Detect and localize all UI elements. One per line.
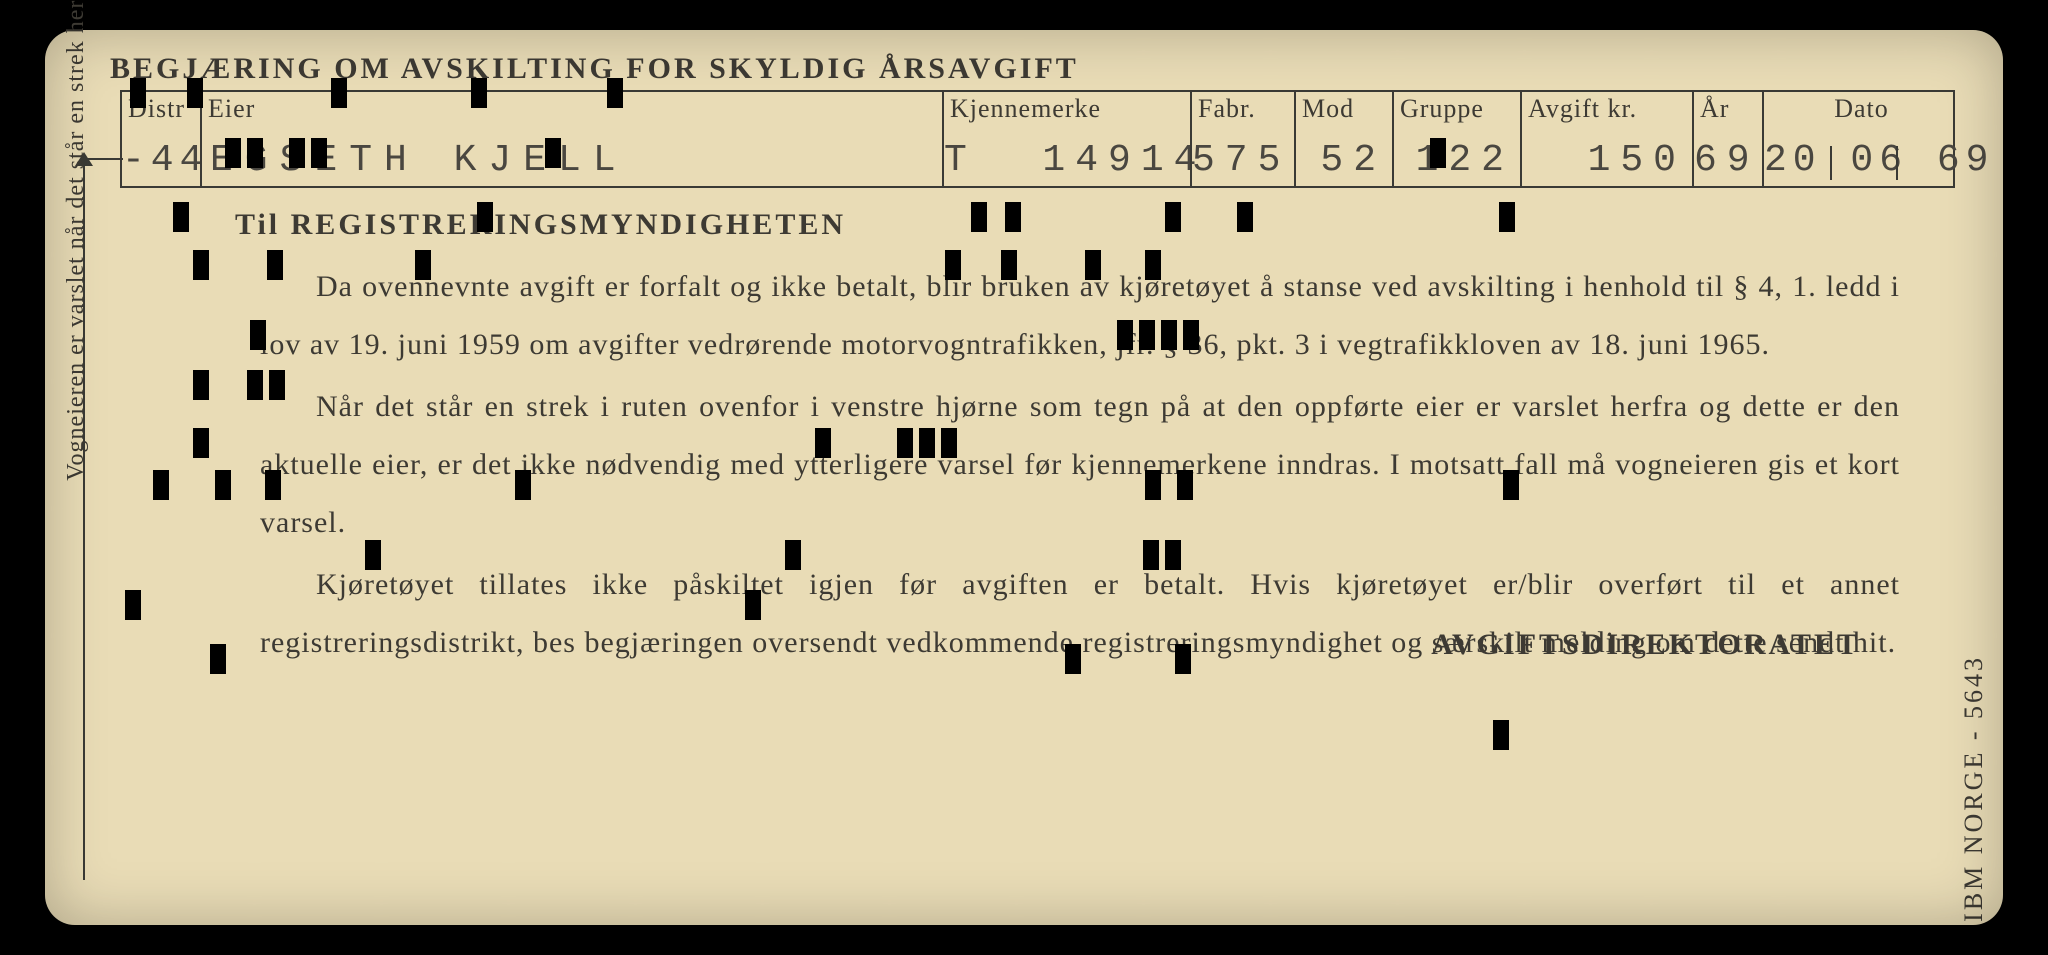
col-gruppe: Gruppe 122 [1392,92,1520,186]
val-gruppe: 122 [1394,139,1514,182]
hdr-gruppe: Gruppe [1400,94,1516,124]
punch-hole [215,470,231,500]
hdr-aar: År [1700,94,1758,124]
punch-hole [193,428,209,458]
left-vertical-note: Vogneieren er varslet når det står en st… [63,0,90,480]
col-avgift: Avgift kr. 150 [1520,92,1692,186]
punch-hole [193,250,209,280]
val-aar: 69 [1694,139,1756,182]
paragraph-1: Da ovennevnte avgift er forfalt og ikke … [260,258,1900,374]
right-vertical-note: IBM NORGE - 5643 [1959,655,1989,922]
col-eier: Eier EGSETH KJELL [200,92,942,186]
hdr-eier: Eier [208,94,938,124]
punch-hole [1005,202,1021,232]
dato-separator-2 [1896,146,1898,180]
col-dato: Dato 20 06 69 [1762,92,1957,186]
punch-hole [210,644,226,674]
col-aar: År 69 [1692,92,1762,186]
dato-separator-1 [1830,146,1832,180]
val-kjennemerke: T 14914 [944,139,1184,182]
punch-hole [1499,202,1515,232]
val-mod: 52 [1296,139,1386,182]
hdr-fabr: Fabr. [1198,94,1290,124]
punch-hole [971,202,987,232]
punch-hole [173,202,189,232]
card-title: BEGJÆRING OM AVSKILTING FOR SKYLDIG ÅRSA… [110,52,1079,86]
punch-hole [125,590,141,620]
col-distr: Distr -44 [122,92,200,186]
paragraph-3: Kjøretøyet tillates ikke påskiltet igjen… [260,556,1900,672]
form-box: Distr -44 Eier EGSETH KJELL Kjennemerke … [120,90,1955,188]
hdr-kjennemerke: Kjennemerke [950,94,1186,124]
subtitle: Til REGISTRERINGSMYNDIGHETEN [235,208,846,242]
punch-hole [193,370,209,400]
paragraph-2: Når det står en strek i ruten ovenfor i … [260,378,1900,552]
col-fabr: Fabr. 575 [1190,92,1294,186]
punch-hole [153,470,169,500]
punch-card: BEGJÆRING OM AVSKILTING FOR SKYLDIG ÅRSA… [45,30,2003,925]
col-mod: Mod 52 [1294,92,1392,186]
punch-hole [1493,720,1509,750]
val-dato: 20 06 69 [1764,139,1951,182]
hdr-dato: Dato [1770,94,1953,124]
punch-hole [1237,202,1253,232]
val-eier: EGSETH KJELL [210,139,936,182]
body-text: Da ovennevnte avgift er forfalt og ikke … [260,258,1900,676]
val-fabr: 575 [1192,139,1288,182]
col-kjennemerke: Kjennemerke T 14914 [942,92,1190,186]
punch-hole [1165,202,1181,232]
val-distr: -44 [122,139,198,182]
hdr-avgift: Avgift kr. [1528,94,1688,124]
hdr-distr: Distr [128,94,196,124]
val-avgift: 150 [1522,139,1686,182]
signature: AVGIFTSDIREKTORATET [1375,616,1860,674]
hdr-mod: Mod [1302,94,1388,124]
